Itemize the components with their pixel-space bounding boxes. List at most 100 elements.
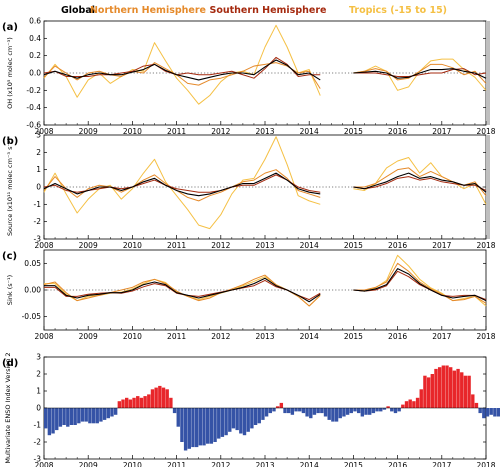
- enso-bar: [44, 408, 48, 429]
- enso-bar: [217, 408, 221, 439]
- x-tick-label: 2013: [255, 332, 274, 341]
- enso-bar: [360, 408, 365, 417]
- enso-bar: [390, 408, 394, 412]
- x-tick-label: 2008: [34, 241, 53, 250]
- y-tick-label: 0: [36, 183, 41, 192]
- enso-bar: [489, 408, 493, 415]
- enso-bar: [275, 406, 280, 408]
- x-tick-label: 2013: [255, 461, 274, 467]
- y-tick-label: -0.4: [26, 103, 41, 112]
- enso-bar: [298, 408, 302, 412]
- enso-bar: [250, 408, 254, 429]
- legend-item-2: Southern Hemisphere: [210, 5, 327, 16]
- y-tick-label: 0.0: [29, 69, 41, 78]
- enso-bar: [485, 408, 490, 417]
- enso-bar: [66, 408, 70, 427]
- enso-bar: [364, 408, 368, 415]
- series-line-global: [43, 172, 487, 197]
- panel-label: (b): [2, 136, 18, 147]
- enso-bar: [356, 408, 361, 414]
- series-line-southern-hemisphere: [43, 56, 487, 79]
- x-tick-label: 2012: [211, 332, 230, 341]
- enso-bar: [88, 408, 92, 424]
- y-tick-label: 2: [36, 370, 41, 379]
- x-tick-label: 2015: [344, 241, 363, 250]
- x-tick-label: 2010: [123, 461, 142, 467]
- y-tick-label: -1: [34, 200, 42, 209]
- x-tick-label: 2008: [34, 127, 53, 136]
- y-tick-label: 1: [36, 387, 41, 396]
- enso-bar: [220, 408, 225, 437]
- enso-bar: [342, 408, 346, 417]
- y-axis-label: Source (x10¹¹ molec cm⁻³ s⁻¹): [6, 138, 14, 236]
- y-tick-label: -2: [34, 217, 42, 226]
- y-axis-label: OH (x10⁵ molec cm⁻³): [6, 37, 14, 109]
- enso-bar: [99, 408, 103, 422]
- panel-d: (d)Multivariate ENSO Index Version 2 -3 -2…: [2, 352, 500, 470]
- enso-bar: [379, 408, 383, 412]
- enso-bar: [375, 408, 379, 412]
- enso-bar: [84, 408, 88, 422]
- panel-label: (c): [2, 251, 17, 262]
- enso-bar: [176, 408, 180, 427]
- enso-bar: [91, 408, 96, 424]
- x-tick-label: 2009: [79, 127, 98, 136]
- enso-bar: [154, 387, 158, 408]
- enso-bar: [102, 408, 107, 420]
- x-tick-label: 2011: [167, 461, 186, 467]
- enso-bar: [382, 408, 387, 410]
- enso-bar: [309, 408, 313, 419]
- enso-bar: [471, 394, 475, 408]
- enso-bar: [268, 408, 272, 414]
- series-line-northern-hemisphere: [43, 62, 487, 89]
- panel-label: (a): [2, 22, 18, 33]
- enso-bar: [183, 408, 188, 451]
- enso-bar: [290, 408, 295, 415]
- enso-bar: [224, 408, 228, 436]
- enso-bar: [301, 408, 306, 414]
- x-tick-label: 2015: [344, 127, 363, 136]
- x-tick-label: 2010: [123, 332, 142, 341]
- enso-bar: [482, 408, 486, 419]
- y-axis-label: Sink (s⁻¹): [6, 275, 14, 305]
- y-axis-label: Multivariate ENSO Index Version 2: [4, 352, 12, 463]
- panels: (a) OH (x10⁵ molec cm⁻³) -0.6 -0.4 -0.2 0.0 0.…: [2, 17, 500, 470]
- panel-a: (a) OH (x10⁵ molec cm⁻³) -0.6 -0.4 -0.2 0.0 0.…: [2, 17, 496, 137]
- enso-bar: [386, 406, 390, 408]
- enso-bar: [172, 408, 177, 414]
- y-tick-label: -3: [34, 455, 42, 464]
- enso-bar: [331, 408, 335, 422]
- enso-bar: [180, 408, 184, 442]
- series-line-tropics-15-to-15: [43, 136, 487, 230]
- enso-bar: [349, 408, 353, 414]
- enso-bar: [194, 408, 199, 448]
- enso-bar: [437, 367, 442, 408]
- x-tick-label: 2014: [300, 461, 319, 467]
- enso-bar: [323, 408, 328, 417]
- enso-bar: [77, 408, 81, 424]
- enso-bar: [198, 408, 203, 446]
- enso-bar: [408, 399, 412, 408]
- enso-bar: [368, 408, 372, 415]
- enso-bar: [449, 367, 453, 408]
- x-tick-label: 2009: [79, 332, 98, 341]
- enso-bar: [338, 408, 342, 419]
- enso-bar: [242, 408, 247, 436]
- enso-bar: [128, 399, 133, 408]
- enso-bar: [316, 408, 320, 414]
- enso-bar: [283, 408, 287, 414]
- enso-bar: [110, 408, 114, 417]
- enso-bar: [113, 408, 118, 415]
- x-tick-label: 2016: [388, 461, 407, 467]
- enso-bar: [441, 365, 446, 408]
- x-tick-label: 2010: [123, 127, 142, 136]
- enso-bar: [213, 408, 217, 442]
- x-tick-label: 2012: [211, 241, 230, 250]
- x-tick-label: 2011: [167, 241, 186, 250]
- x-tick-label: 2015: [344, 332, 363, 341]
- enso-bar: [132, 397, 136, 408]
- side-strip: [486, 21, 490, 125]
- x-tick-label: 2017: [432, 127, 451, 136]
- x-tick-label: 2008: [34, 461, 53, 467]
